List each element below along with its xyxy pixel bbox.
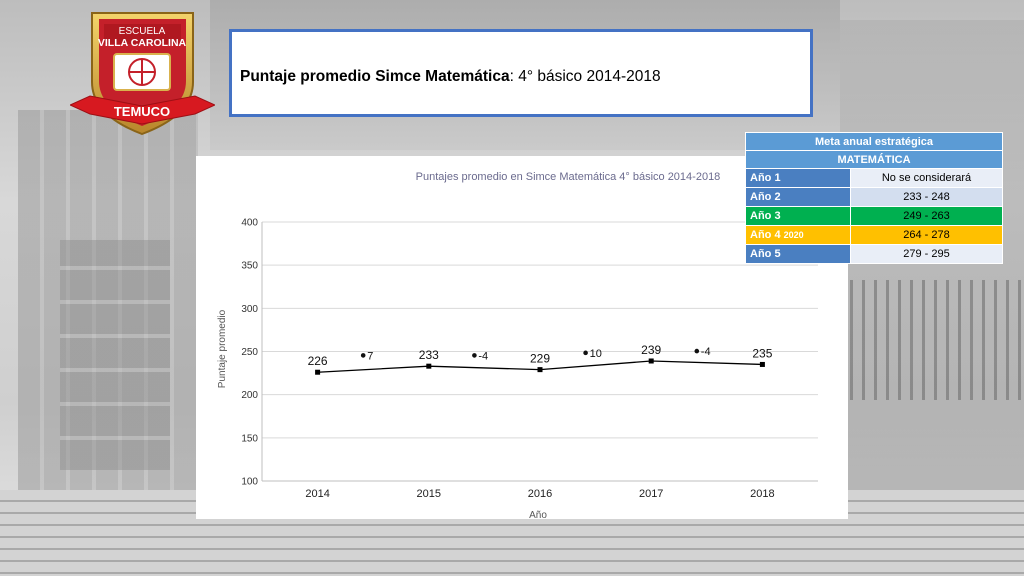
slide-title-box: Puntaje promedio Simce Matemática: 4° bá… [229,29,813,117]
logo-line1: ESCUELA [119,26,166,37]
difference-marker [583,350,588,356]
x-axis-label: Año [529,510,547,519]
goals-row: Año 4 2020 264 - 278 [745,225,1003,245]
data-label: 235 [752,346,772,360]
y-tick-label: 150 [241,433,258,444]
background-windows-left [60,240,170,470]
goals-header-subject: MATEMÁTICA [745,150,1003,169]
x-tick-label: 2016 [528,488,552,500]
difference-label: 10 [590,348,602,360]
goals-row: Año 3 249 - 263 [745,206,1003,226]
data-label: 226 [308,354,328,368]
difference-marker [694,348,700,354]
data-label: 229 [530,352,550,366]
data-point [759,361,765,367]
goals-row-label: Año 1 [745,168,851,188]
goals-row-label: Año 2 [745,187,851,207]
chart-title: Puntajes promedio en Simce Matemática 4°… [416,171,721,183]
logo-line2: VILLA CAROLINA [98,37,187,49]
goals-row-value: 249 - 263 [850,206,1003,226]
background-fence [850,280,1024,400]
data-label: 233 [419,348,439,362]
goals-row-value: 279 - 295 [850,244,1003,264]
background-building-left [18,110,198,510]
logo-ribbon: TEMUCO [114,104,170,119]
difference-marker [360,353,366,358]
goals-header-title: Meta anual estratégica [745,132,1003,151]
data-point [537,367,543,373]
chart-panel: Puntajes promedio en Simce Matemática 4°… [196,156,848,519]
x-tick-label: 2015 [417,488,441,500]
y-tick-label: 350 [241,261,258,272]
slide-title-bold: Puntaje promedio Simce Matemática [240,68,510,85]
x-tick-label: 2018 [750,488,774,500]
goals-row-label: Año 4 2020 [745,225,851,245]
y-axis-label: Puntaje promedio [217,309,228,388]
x-tick-label: 2014 [305,488,329,500]
goals-row-value: 233 - 248 [850,187,1003,207]
difference-label: -4 [478,350,488,362]
slide-title-rest: : 4° básico 2014-2018 [509,68,661,85]
slide-title: Puntaje promedio Simce Matemática: 4° bá… [240,68,661,86]
school-crest-logo: ESCUELA VILLA CAROLINA TEMUCO [70,12,215,136]
goals-row-label: Año 3 [745,206,851,226]
difference-label: 7 [367,350,373,362]
difference-marker [472,353,477,358]
background-building-right [840,20,1024,520]
data-point [648,358,654,364]
y-tick-label: 250 [241,347,258,358]
y-tick-label: 400 [241,218,258,229]
difference-label: -4 [701,346,711,358]
goals-table: Meta anual estratégica MATEMÁTICA Año 1 … [745,132,1003,264]
goals-row-value: 264 - 278 [850,225,1003,245]
goals-row: Año 1 No se considerará [745,168,1003,188]
goals-row-label: Año 5 [745,244,851,264]
y-tick-label: 100 [241,477,258,488]
x-tick-label: 2017 [639,488,663,500]
goals-row: Año 5 279 - 295 [745,244,1003,264]
y-tick-label: 300 [241,304,258,315]
data-point [315,369,321,375]
goals-row: Año 2 233 - 248 [745,187,1003,207]
line-chart: Puntajes promedio en Simce Matemática 4°… [217,171,818,519]
data-point [426,363,432,369]
y-tick-label: 200 [241,390,258,401]
data-label: 239 [641,343,661,357]
goals-row-value: No se considerará [850,168,1003,188]
